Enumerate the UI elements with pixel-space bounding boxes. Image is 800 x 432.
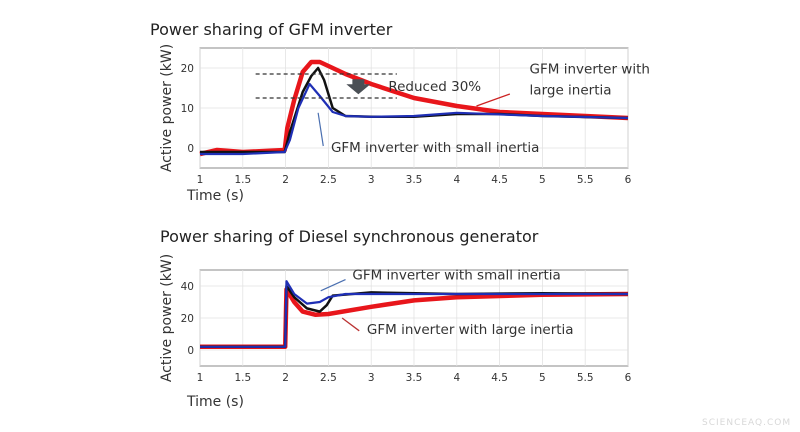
y-tick-label: 0 xyxy=(187,345,194,357)
x-tick-label: 4 xyxy=(453,174,460,186)
small-inertia-label: GFM inverter with small inertia xyxy=(331,140,539,156)
x-tick-label: 3.5 xyxy=(406,372,423,384)
x-tick-label: 5 xyxy=(539,372,546,384)
large-inertia-label: GFM inverter with xyxy=(530,62,650,78)
x-tick-label: 3 xyxy=(368,174,375,186)
pointer-arrow xyxy=(320,279,346,292)
chart-title: Power sharing of Diesel synchronous gene… xyxy=(160,227,539,246)
y-tick-label: 20 xyxy=(181,313,194,325)
x-tick-label: 6 xyxy=(625,174,632,186)
x-tick-label: 5.5 xyxy=(577,174,594,186)
y-tick-label: 40 xyxy=(181,281,194,293)
series-line-large-inertia xyxy=(199,59,629,157)
chart-title: Power sharing of GFM inverter xyxy=(150,20,393,39)
x-tick-label: 6 xyxy=(625,372,632,384)
chart-diesel-generator: Power sharing of Diesel synchronous gene… xyxy=(159,227,632,410)
x-tick-label: 2 xyxy=(282,174,289,186)
pointer-arrow xyxy=(341,317,360,332)
x-tick-label: 4.5 xyxy=(491,372,508,384)
x-tick-label: 4 xyxy=(453,372,460,384)
x-tick-label: 2.5 xyxy=(320,174,337,186)
x-tick-label: 3.5 xyxy=(406,174,423,186)
x-tick-label: 1 xyxy=(197,174,204,186)
y-axis-label: Active power (kW) xyxy=(159,44,175,172)
reduction-label: Reduced 30% xyxy=(388,79,481,95)
x-tick-label: 5 xyxy=(539,174,546,186)
small-inertia-label: GFM inverter with small inertia xyxy=(352,268,560,284)
large-inertia-label: large inertia xyxy=(530,82,612,98)
x-tick-label: 4.5 xyxy=(491,174,508,186)
x-tick-label: 1.5 xyxy=(234,372,251,384)
x-axis-label: Time (s) xyxy=(186,394,244,410)
watermark: SCIENCEAQ.COM xyxy=(702,418,791,428)
series-line-small-inertia xyxy=(200,280,628,348)
large-inertia-label: GFM inverter with large inertia xyxy=(367,322,574,338)
x-tick-label: 5.5 xyxy=(577,372,594,384)
chart-gfm-inverter: Power sharing of GFM inverter Time (s) A… xyxy=(150,20,650,204)
y-tick-label: 10 xyxy=(181,103,194,115)
series-line-small-inertia xyxy=(200,82,629,156)
x-axis-label: Time (s) xyxy=(186,188,244,204)
y-tick-label: 20 xyxy=(181,63,194,75)
down-arrow-icon xyxy=(346,79,371,95)
x-tick-label: 2.5 xyxy=(320,372,337,384)
pointer-arrow xyxy=(476,93,511,107)
y-tick-label: 0 xyxy=(187,143,194,155)
x-tick-label: 2 xyxy=(282,372,289,384)
pointer-arrow xyxy=(317,112,324,147)
x-tick-label: 3 xyxy=(368,372,375,384)
x-tick-label: 1 xyxy=(197,372,204,384)
y-axis-label: Active power (kW) xyxy=(159,254,175,382)
x-tick-label: 1.5 xyxy=(234,174,251,186)
